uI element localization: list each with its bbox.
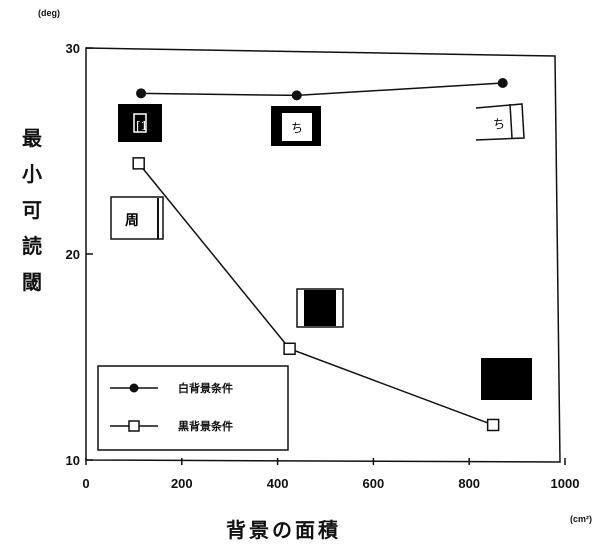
y-axis-title-char: 読 <box>22 234 42 258</box>
annotation-text-4: 周 <box>125 213 139 229</box>
annotation-box-3: ち <box>475 103 525 141</box>
plot-frame <box>85 47 561 463</box>
y-axis-title-char: 小 <box>22 162 42 186</box>
y-axis-ticks: 10 20 30 <box>66 41 93 468</box>
legend-marker-open-square <box>128 420 140 432</box>
y-tick-label: 20 <box>66 247 80 262</box>
x-unit-label: (cm²) <box>570 514 592 524</box>
annotation-box-2: ち <box>271 106 321 146</box>
x-tick-label: 0 <box>82 476 89 491</box>
y-axis-title-char: 最 <box>22 126 43 150</box>
data-point-filled-circle <box>497 78 508 89</box>
annotation-text-2: ち <box>291 121 303 135</box>
legend-entry-white: 白背景条件 <box>178 381 233 395</box>
x-axis-ticks: 0 200 400 600 800 1000 <box>82 458 579 491</box>
legend-marker-filled-circle <box>129 383 139 393</box>
x-axis-title: 背景の面積 <box>226 518 341 542</box>
series-layer <box>132 78 508 432</box>
annotation-box-5 <box>296 288 344 328</box>
data-point-open-square <box>283 342 296 356</box>
x-tick-label: 1000 <box>551 476 580 491</box>
y-axis-title-char: 可 <box>22 198 42 222</box>
series-line-0 <box>141 82 503 97</box>
annotation-box-1: [1 <box>118 104 162 142</box>
legend: 白背景条件 黒背景条件 <box>97 365 289 451</box>
annotation-text-3: ち <box>493 117 505 131</box>
data-point-filled-circle <box>291 90 302 101</box>
x-tick-label: 600 <box>363 476 385 491</box>
x-tick-label: 800 <box>458 476 480 491</box>
x-tick-label: 200 <box>171 476 193 491</box>
annotation-box-6 <box>481 358 532 400</box>
y-tick-label: 30 <box>66 41 80 56</box>
annotation-box-4: 周 <box>110 196 164 240</box>
y-tick-label: 10 <box>66 453 80 468</box>
legend-frame <box>97 365 289 451</box>
y-unit-label: (deg) <box>38 8 60 18</box>
data-point-open-square <box>132 157 145 170</box>
x-tick-label: 400 <box>267 476 289 491</box>
y-axis-title-char: 閾 <box>22 270 42 294</box>
data-point-open-square <box>486 418 500 432</box>
annotation-text-1: [1 <box>136 119 148 133</box>
data-point-filled-circle <box>136 88 147 99</box>
legend-entry-black: 黒背景条件 <box>178 419 233 433</box>
